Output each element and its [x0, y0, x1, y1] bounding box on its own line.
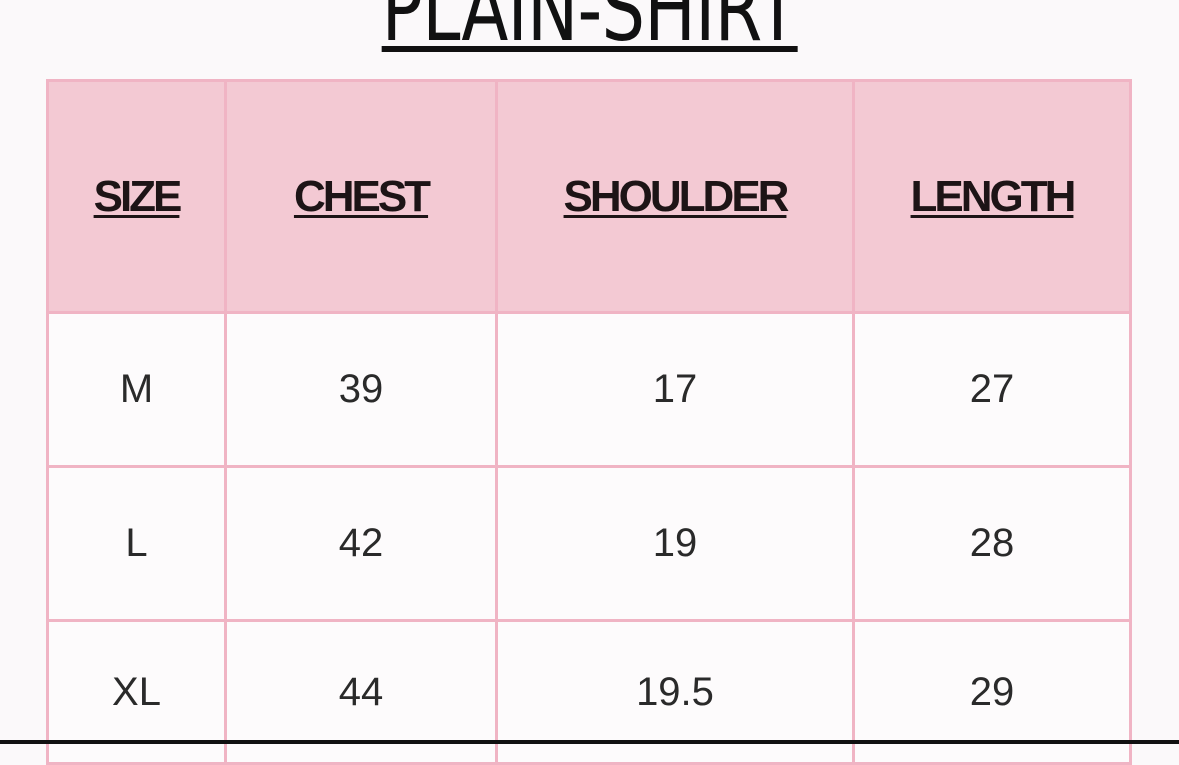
table-row: M 39 17 27	[46, 311, 1132, 468]
cell-length: 28	[852, 465, 1132, 622]
header-length: LENGTH	[852, 79, 1132, 314]
cell-length: 27	[852, 311, 1132, 468]
cell-size: M	[46, 311, 227, 468]
header-shoulder: SHOULDER	[495, 79, 855, 314]
header-chest: CHEST	[224, 79, 498, 314]
table-row: L 42 19 28	[46, 465, 1132, 622]
title-text: PLAIN-SHIRT	[381, 0, 798, 61]
header-row: SIZE CHEST SHOULDER LENGTH	[46, 79, 1132, 314]
bottom-edge-divider	[0, 740, 1179, 744]
header-size: SIZE	[46, 79, 227, 314]
cell-shoulder: 17	[495, 311, 855, 468]
page-title: PLAIN-SHIRT	[0, 0, 1179, 58]
cell-chest: 39	[224, 311, 498, 468]
size-chart-table: SIZE CHEST SHOULDER LENGTH M 39 17 27 L …	[46, 79, 1132, 765]
cell-shoulder: 19	[495, 465, 855, 622]
cell-size: L	[46, 465, 227, 622]
cell-chest: 42	[224, 465, 498, 622]
